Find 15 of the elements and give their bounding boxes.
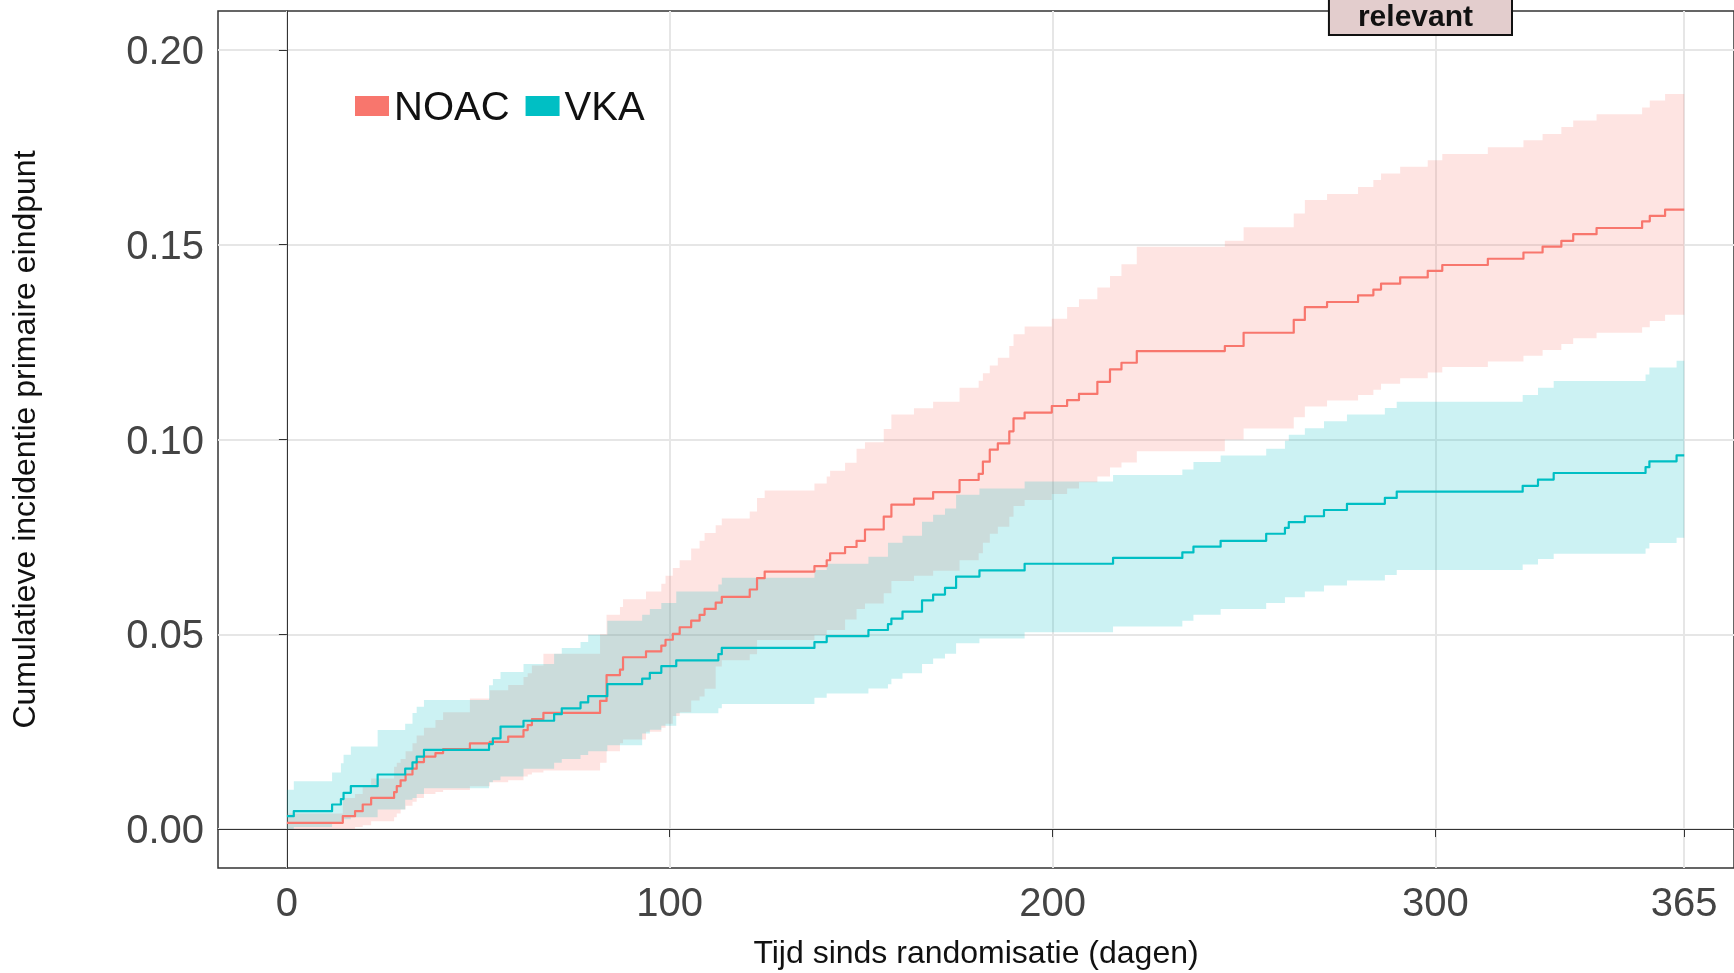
annotation: relevant xyxy=(1357,0,1474,32)
x-tick-label: 365 xyxy=(1650,880,1718,924)
x-tick-label: 200 xyxy=(1019,880,1086,924)
y-tick-label: 0.00 xyxy=(126,807,204,852)
x-tick-label: 300 xyxy=(1402,880,1469,924)
x-axis-title: Tijd sinds randomisatie (dagen) xyxy=(753,934,1199,970)
legend-label: VKA xyxy=(564,84,645,128)
legend-label: NOAC xyxy=(394,84,510,128)
x-tick-label: 100 xyxy=(636,880,704,924)
y-tick-label: 0.10 xyxy=(126,417,204,462)
y-tick-label: 0.20 xyxy=(126,27,204,72)
y-axis-title: Cumulatieve incidentie primaire eindpunt xyxy=(6,150,42,729)
y-tick-label: 0.15 xyxy=(126,222,204,267)
x-tick-label: 0 xyxy=(275,880,299,924)
y-tick-label: 0.05 xyxy=(126,612,204,657)
